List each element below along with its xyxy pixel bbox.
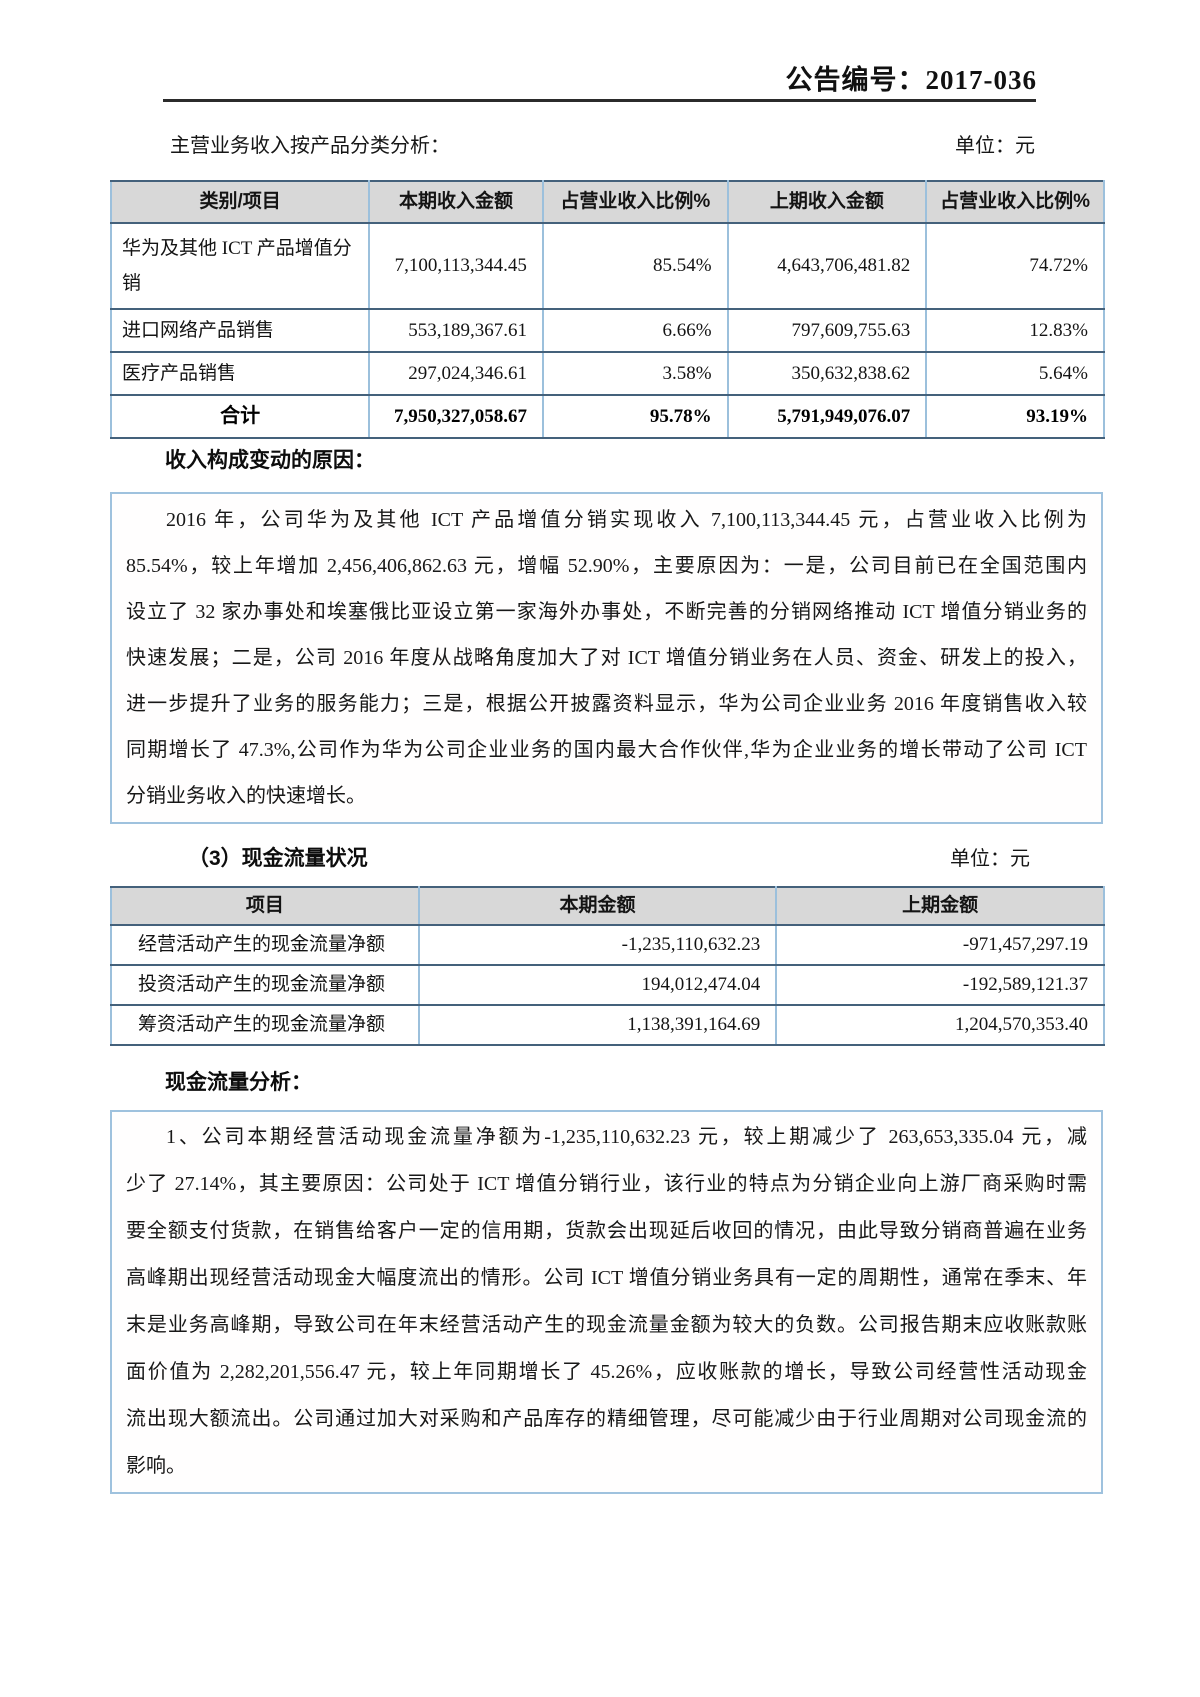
row-value: -1,235,110,632.23 xyxy=(417,924,778,966)
paragraph-line: 进一步提升了业务的服务能力；三是，根据公开披露资料显示，华为公司企业业务 201… xyxy=(126,693,1087,715)
table-row: 进口网络产品销售 553,189,367.61 6.66% 797,609,75… xyxy=(109,308,1105,353)
header-rule xyxy=(163,99,1036,102)
paragraph-line: 流出现大额流出。公司通过加大对采购和产品库存的精细管理，尽可能减少由于行业周期对… xyxy=(126,1408,1087,1430)
row-label: 筹资活动产生的现金流量净额 xyxy=(110,1004,420,1046)
paragraph-line: 同期增长了 47.3%,公司作为华为公司企业业务的国内最大合作伙伴,华为企业业务… xyxy=(126,739,1087,761)
total-value: 5,791,949,076.07 xyxy=(726,394,928,439)
revenue-table-header-row: 类别/项目 本期收入金额 占营业收入比例% 上期收入金额 占营业收入比例% xyxy=(109,180,1105,224)
total-label: 合计 xyxy=(109,394,371,439)
paragraph-line: 快速发展；二是，公司 2016 年度从战略角度加大了对 ICT 增值分销业务在人… xyxy=(126,647,1087,669)
row-value: 350,632,838.62 xyxy=(726,351,928,396)
row-value: 12.83% xyxy=(925,308,1105,353)
revenue-unit-label: 单位：元 xyxy=(955,135,1035,157)
row-label: 经营活动产生的现金流量净额 xyxy=(110,924,420,966)
row-value: 85.54% xyxy=(541,222,729,310)
row-value: 553,189,367.61 xyxy=(368,308,544,353)
total-value: 95.78% xyxy=(541,394,729,439)
row-value: 194,012,474.04 xyxy=(417,964,778,1006)
announcement-number: 公告编号：2017-036 xyxy=(785,65,1037,95)
table-row: 经营活动产生的现金流量净额 -1,235,110,632.23 -971,457… xyxy=(110,924,1105,966)
cashflow-analysis-box: 1、公司本期经营活动现金流量净额为-1,235,110,632.23 元，较上期… xyxy=(110,1110,1103,1494)
row-value: 297,024,346.61 xyxy=(368,351,544,396)
reason-text-box: 2016 年，公司华为及其他 ICT 产品增值分销实现收入 7,100,113,… xyxy=(110,492,1103,824)
revenue-col-header: 占营业收入比例% xyxy=(925,180,1105,224)
paragraph-line: 影响。 xyxy=(126,1455,186,1477)
row-label: 医疗产品销售 xyxy=(109,351,371,396)
row-value: 797,609,755.63 xyxy=(726,308,928,353)
row-value: 74.72% xyxy=(925,222,1105,310)
row-value: 6.66% xyxy=(541,308,729,353)
row-value: -971,457,297.19 xyxy=(775,924,1105,966)
table-row: 筹资活动产生的现金流量净额 1,138,391,164.69 1,204,570… xyxy=(110,1004,1105,1046)
paragraph-line: 要全额支付货款，在销售给客户一定的信用期，货款会出现延后收回的情况，由此导致分销… xyxy=(126,1220,1087,1242)
revenue-lead-row: 主营业务收入按产品分类分析： 单位：元 xyxy=(170,129,1035,158)
table-total-row: 合计 7,950,327,058.67 95.78% 5,791,949,076… xyxy=(109,394,1105,439)
cashflow-table-header-row: 项目 本期金额 上期金额 xyxy=(110,886,1105,926)
row-label: 投资活动产生的现金流量净额 xyxy=(110,964,420,1006)
table-row: 投资活动产生的现金流量净额 194,012,474.04 -192,589,12… xyxy=(110,964,1105,1006)
row-value: 7,100,113,344.45 xyxy=(368,222,544,310)
cashflow-col-header: 本期金额 xyxy=(417,886,778,926)
paragraph-line: 面价值为 2,282,201,556.47 元，较上年同期增长了 45.26%，… xyxy=(126,1361,1087,1383)
revenue-col-header: 本期收入金额 xyxy=(368,180,544,224)
row-value: 5.64% xyxy=(925,351,1105,396)
cashflow-lead-row: （3）现金流量状况 单位：元 xyxy=(188,842,1030,872)
table-row: 医疗产品销售 297,024,346.61 3.58% 350,632,838.… xyxy=(109,351,1105,396)
cashflow-col-header: 项目 xyxy=(110,886,420,926)
row-value: 3.58% xyxy=(541,351,729,396)
cashflow-unit-label: 单位：元 xyxy=(950,848,1030,870)
row-label: 华为及其他 ICT 产品增值分销 xyxy=(109,222,371,310)
revenue-col-header: 类别/项目 xyxy=(109,180,371,224)
revenue-table: 类别/项目 本期收入金额 占营业收入比例% 上期收入金额 占营业收入比例% 华为… xyxy=(109,180,1105,439)
paragraph-line: 1、公司本期经营活动现金流量净额为-1,235,110,632.23 元，较上期… xyxy=(166,1126,1087,1148)
reason-heading: 收入构成变动的原因： xyxy=(165,449,375,472)
cashflow-analysis-heading: 现金流量分析： xyxy=(165,1071,312,1094)
row-value: 1,204,570,353.40 xyxy=(775,1004,1105,1046)
row-label: 进口网络产品销售 xyxy=(109,308,371,353)
table-row: 华为及其他 ICT 产品增值分销 7,100,113,344.45 85.54%… xyxy=(109,222,1105,310)
paragraph-line: 2016 年，公司华为及其他 ICT 产品增值分销实现收入 7,100,113,… xyxy=(166,509,1087,531)
cashflow-table: 项目 本期金额 上期金额 经营活动产生的现金流量净额 -1,235,110,63… xyxy=(110,886,1105,1046)
cashflow-heading: （3）现金流量状况 xyxy=(188,847,368,870)
paragraph-line: 85.54%，较上年增加 2,456,406,862.63 元，增幅 52.90… xyxy=(126,555,1087,577)
paragraph-line: 高峰期出现经营活动现金大幅度流出的情形。公司 ICT 增值分销业务具有一定的周期… xyxy=(126,1267,1087,1289)
revenue-col-header: 占营业收入比例% xyxy=(541,180,729,224)
total-value: 93.19% xyxy=(925,394,1105,439)
revenue-lead-text: 主营业务收入按产品分类分析： xyxy=(170,135,450,157)
row-value: 4,643,706,481.82 xyxy=(726,222,928,310)
total-value: 7,950,327,058.67 xyxy=(368,394,544,439)
paragraph-line: 分销业务收入的快速增长。 xyxy=(126,785,366,807)
row-value: 1,138,391,164.69 xyxy=(417,1004,778,1046)
revenue-col-header: 上期收入金额 xyxy=(726,180,928,224)
paragraph-line: 末是业务高峰期，导致公司在年末经营活动产生的现金流量金额为较大的负数。公司报告期… xyxy=(126,1314,1087,1336)
paragraph-line: 少了 27.14%，其主要原因：公司处于 ICT 增值分销行业，该行业的特点为分… xyxy=(126,1173,1087,1195)
paragraph-line: 设立了 32 家办事处和埃塞俄比亚设立第一家海外办事处，不断完善的分销网络推动 … xyxy=(126,601,1087,623)
cashflow-col-header: 上期金额 xyxy=(775,886,1105,926)
row-value: -192,589,121.37 xyxy=(775,964,1105,1006)
